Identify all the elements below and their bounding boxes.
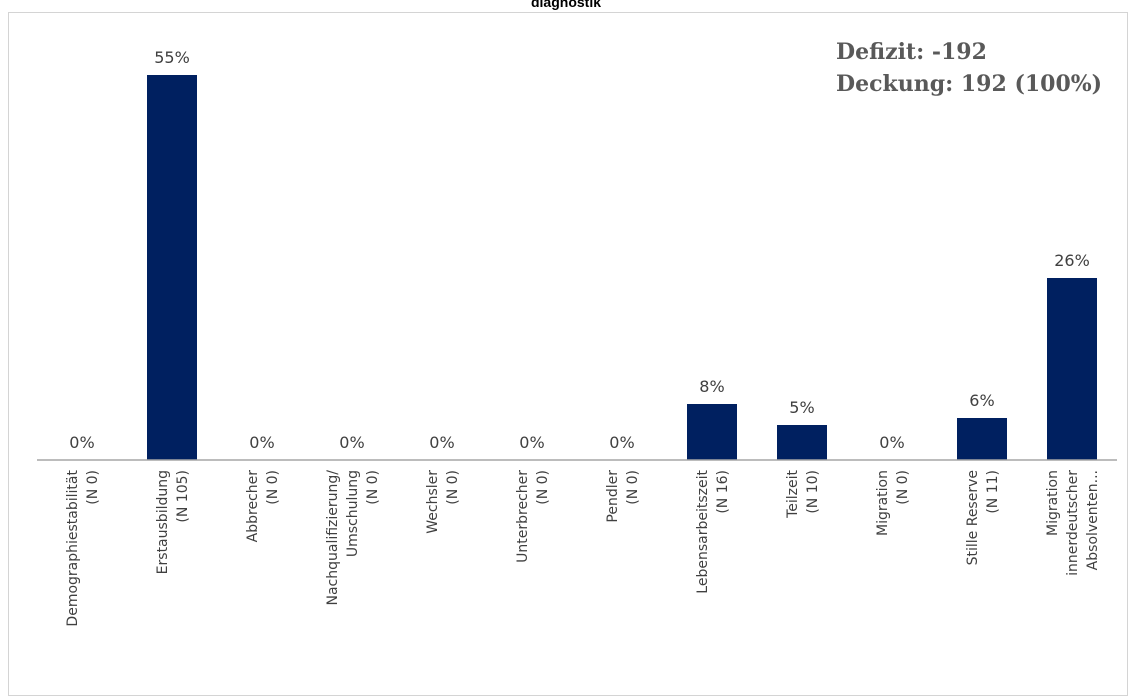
category-label: (N 0) xyxy=(535,470,551,505)
data-label: 0% xyxy=(339,433,364,452)
category-label: (N 0) xyxy=(265,470,281,505)
category-label: Demographiestabilität xyxy=(65,469,81,626)
data-label: 0% xyxy=(519,433,544,452)
data-label: 5% xyxy=(789,398,814,417)
category-label: innerdeutscher xyxy=(1065,470,1081,576)
data-label: 0% xyxy=(69,433,94,452)
category-label: (N 105) xyxy=(175,470,191,523)
category-label: Absolventen... xyxy=(1085,470,1101,570)
category-label: (N 0) xyxy=(85,470,101,505)
category-label: Unterbrecher xyxy=(515,470,531,563)
data-label: 0% xyxy=(249,433,274,452)
annotation-defizit: Defizit: -192 xyxy=(836,39,987,65)
category-label: (N 16) xyxy=(715,470,731,514)
chart-frame xyxy=(8,12,1128,696)
category-label: Teilzeit xyxy=(785,469,801,518)
data-label: 8% xyxy=(699,377,724,396)
bar xyxy=(1047,278,1097,460)
category-label: Umschulung xyxy=(345,470,361,557)
data-label: 6% xyxy=(969,391,994,410)
category-label: (N 0) xyxy=(625,470,641,505)
category-label: (N 0) xyxy=(445,470,461,505)
annotation-deckung: Deckung: 192 (100%) xyxy=(836,71,1103,97)
category-label: Migration xyxy=(875,470,891,536)
chart-title: diagnostik xyxy=(530,0,601,10)
category-label: Pendler xyxy=(605,470,621,523)
category-label: (N 0) xyxy=(895,470,911,505)
category-label: (N 10) xyxy=(805,470,821,514)
category-label: Nachqualifizierung/ xyxy=(325,470,341,606)
category-label: Abbrecher xyxy=(245,470,261,543)
chart-annotation: Defizit: -192 Deckung: 192 (100%) xyxy=(836,36,1102,100)
bar xyxy=(957,418,1007,460)
category-label: (N 0) xyxy=(365,470,381,505)
category-label: Erstausbildung xyxy=(155,470,171,574)
data-label: 55% xyxy=(154,48,190,67)
category-label: Wechsler xyxy=(425,470,441,534)
data-label: 0% xyxy=(879,433,904,452)
data-label: 0% xyxy=(609,433,634,452)
category-label: Migration xyxy=(1045,470,1061,536)
bar xyxy=(687,404,737,460)
category-label: Lebensarbeitszeit xyxy=(695,469,711,593)
bar xyxy=(147,75,197,460)
data-label: 0% xyxy=(429,433,454,452)
category-label: (N 11) xyxy=(985,470,1001,514)
category-label: Stille Reserve xyxy=(965,470,981,565)
data-label: 26% xyxy=(1054,251,1090,270)
bar xyxy=(777,425,827,460)
